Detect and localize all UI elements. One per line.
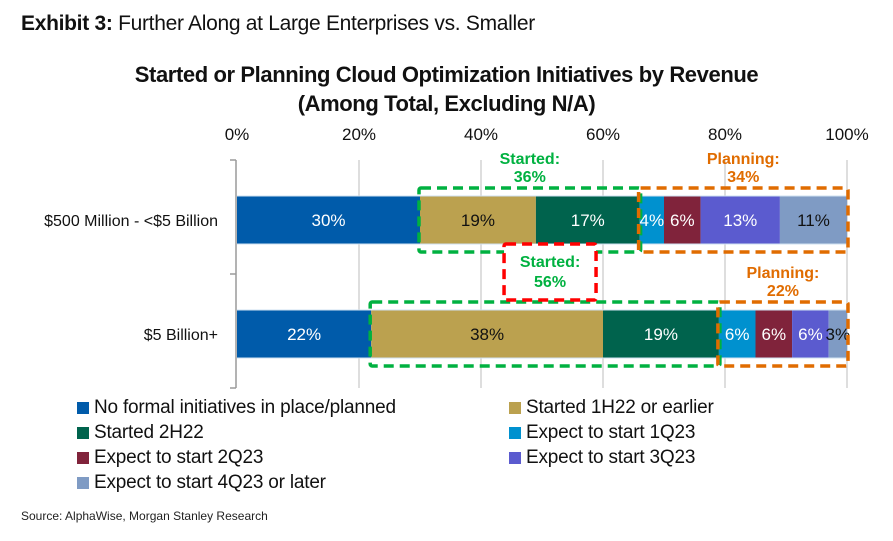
bar-segment: [237, 310, 372, 358]
x-tick-label: 20%: [342, 125, 376, 144]
annotation-value: 56%: [534, 274, 566, 291]
chart-title-block: Started or Planning Cloud Optimization I…: [0, 60, 893, 118]
legend-item: Expect to start 4Q23 or later: [77, 472, 326, 494]
annotation-box-planning: [636, 186, 850, 254]
bar-segment-label: 3%: [826, 325, 851, 344]
bar-segment-label: 19%: [461, 211, 495, 230]
bar-segment-label: 30%: [311, 211, 345, 230]
legend-label: Expect to start 2Q23: [94, 447, 264, 468]
bar-segment: [603, 310, 719, 358]
annotation-title: Started:: [520, 254, 580, 271]
x-tick-label: 60%: [586, 125, 620, 144]
annotation-value: 22%: [767, 283, 799, 300]
legend-swatch: [77, 402, 89, 414]
x-tick-label: 0%: [225, 125, 250, 144]
bar-segment: [779, 196, 847, 244]
bar-segment-label: 38%: [470, 325, 504, 344]
bar-segment-label: 4%: [640, 211, 665, 230]
bar-segment-label: 13%: [723, 211, 757, 230]
bar-segment-label: 11%: [797, 211, 830, 230]
bar-segment: [792, 310, 829, 358]
legend-swatch: [77, 427, 89, 439]
annotation-title: Planning:: [707, 151, 780, 168]
bar-segment-label: 17%: [571, 211, 605, 230]
bar-segment: [664, 196, 701, 244]
chart-subtitle: (Among Total, Excluding N/A): [297, 91, 596, 116]
legend-label: Started 1H22 or earlier: [526, 397, 714, 418]
bar-segment: [535, 196, 640, 244]
annotation-title: Planning:: [747, 265, 820, 282]
legend-label: Expect to start 1Q23: [526, 422, 696, 443]
legend-item: Started 2H22: [77, 422, 204, 444]
legend-label: Started 2H22: [94, 422, 204, 443]
bar-segment: [718, 310, 756, 358]
annotation-highlight-box: [502, 242, 598, 302]
legend-label: Expect to start 4Q23 or later: [94, 472, 326, 493]
legend-label: No formal initiatives in place/planned: [94, 397, 396, 418]
exhibit-text: Further Along at Large Enterprises vs. S…: [118, 12, 535, 35]
bar-segment: [237, 196, 420, 244]
legend-label: Expect to start 3Q23: [526, 447, 696, 468]
bar-segment: [828, 310, 847, 358]
bar-segment-label: 19%: [644, 325, 678, 344]
legend-item: Expect to start 3Q23: [509, 447, 695, 469]
source-note: Source: AlphaWise, Morgan Stanley Resear…: [21, 509, 268, 523]
bar-segment: [420, 196, 536, 244]
bar-segment: [755, 310, 793, 358]
legend-item: Started 1H22 or earlier: [509, 397, 714, 419]
bar-segment: [700, 196, 780, 244]
legend-swatch: [77, 452, 89, 464]
bar-segment-label: 6%: [725, 325, 750, 344]
bar-segment-label: 6%: [670, 211, 695, 230]
legend-swatch: [77, 477, 89, 489]
exhibit-label: Exhibit 3:: [21, 12, 113, 35]
bar-segment-label: 22%: [287, 325, 321, 344]
bar-segment: [639, 196, 664, 244]
annotation-value: 36%: [514, 169, 546, 186]
legend-swatch: [509, 402, 521, 414]
annotation-title: Started:: [500, 151, 560, 168]
legend-item: No formal initiatives in place/planned: [77, 397, 396, 419]
legend-swatch: [509, 452, 521, 464]
chart-title: Started or Planning Cloud Optimization I…: [134, 62, 759, 87]
x-tick-label: 40%: [464, 125, 498, 144]
annotation-value: 34%: [727, 169, 759, 186]
legend-item: Expect to start 1Q23: [509, 422, 695, 444]
bar-segment-label: 6%: [798, 325, 823, 344]
legend-swatch: [509, 427, 521, 439]
exhibit-heading: Exhibit 3: Further Along at Large Enterp…: [21, 12, 535, 36]
category-label: $500 Million - <$5 Billion: [44, 213, 218, 230]
x-tick-label: 100%: [825, 125, 868, 144]
bar-segment: [371, 310, 603, 358]
annotation-box-started: [368, 300, 722, 368]
x-tick-label: 80%: [708, 125, 742, 144]
category-label: $5 Billion+: [144, 327, 218, 344]
legend-item: Expect to start 2Q23: [77, 447, 263, 469]
bar-segment-label: 6%: [762, 325, 787, 344]
